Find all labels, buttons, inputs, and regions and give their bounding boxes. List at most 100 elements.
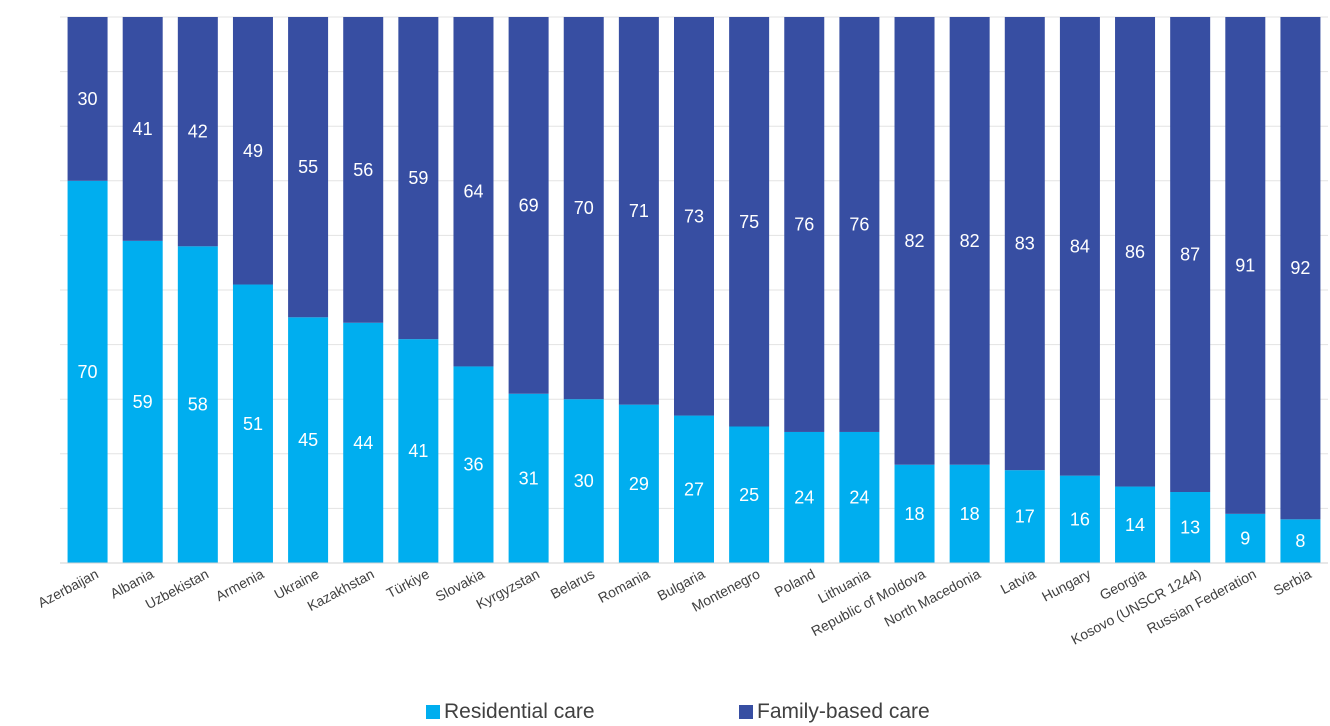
bar-family-slovakia (453, 17, 494, 367)
data-label-residential-armenia: 51 (243, 414, 263, 434)
bar-family-turkiye (398, 17, 439, 340)
bar-family-belarus (563, 17, 604, 400)
data-label-family-slovakia: 64 (463, 182, 483, 202)
bar-family-serbia (1280, 17, 1321, 520)
bar-family-armenia (232, 17, 273, 285)
bar-family-albania (122, 17, 163, 241)
data-label-residential-kyrgyzstan: 31 (519, 468, 539, 488)
data-label-family-kazakhstan: 56 (353, 160, 373, 180)
data-label-residential-serbia: 8 (1295, 531, 1305, 551)
bar-residential-uzbekistan (177, 246, 218, 563)
data-label-residential-north-macedonia: 18 (960, 504, 980, 524)
bar-residential-azerbaijan (67, 180, 108, 564)
bar-residential-latvia (1004, 470, 1045, 563)
bar-residential-kosovo-unscr-1244 (1170, 492, 1211, 563)
data-label-family-belarus: 70 (574, 198, 594, 218)
bar-residential-north-macedonia (949, 464, 990, 563)
bar-family-hungary (1059, 17, 1100, 476)
data-label-family-lithuania: 76 (849, 214, 869, 234)
chart-plot: 7030Azerbaijan5941Albania5842Uzbekistan5… (35, 16, 1328, 648)
x-tick-label-uzbekistan: Uzbekistan (143, 566, 212, 613)
bar-family-romania (618, 17, 659, 405)
x-tick-label-poland: Poland (772, 566, 818, 601)
bar-residential-ukraine (288, 317, 329, 563)
x-tick-label-latvia: Latvia (998, 565, 1039, 597)
bar-family-azerbaijan (67, 17, 108, 181)
data-label-family-poland: 76 (794, 214, 814, 234)
data-label-residential-turkiye: 41 (408, 441, 428, 461)
data-label-residential-republic-of-moldova: 18 (905, 504, 925, 524)
bar-residential-lithuania (839, 431, 880, 563)
x-tick-label-hungary: Hungary (1039, 566, 1093, 605)
x-tick-label-turkiye: Türkiye (384, 565, 432, 601)
data-label-residential-kosovo-unscr-1244: 13 (1180, 518, 1200, 538)
bar-residential-armenia (232, 284, 273, 563)
data-label-family-republic-of-moldova: 82 (905, 231, 925, 251)
data-label-family-latvia: 83 (1015, 234, 1035, 254)
x-tick-label-armenia: Armenia (213, 565, 267, 604)
data-label-residential-russian-federation: 9 (1240, 528, 1250, 548)
bar-residential-republic-of-moldova (894, 464, 935, 563)
data-label-family-turkiye: 59 (408, 168, 428, 188)
data-label-residential-poland: 24 (794, 487, 814, 507)
bar-residential-romania (618, 404, 659, 563)
data-label-family-serbia: 92 (1290, 258, 1310, 278)
bar-residential-kazakhstan (343, 322, 384, 563)
x-tick-label-north-macedonia: North Macedonia (881, 565, 983, 629)
bar-residential-poland (784, 431, 825, 563)
bar-residential-hungary (1059, 475, 1100, 563)
bar-family-kyrgyzstan (508, 17, 549, 394)
legend-item-residential-care: Residential care (426, 700, 595, 724)
x-tick-label-kyrgyzstan: Kyrgyzstan (473, 566, 542, 613)
data-label-family-uzbekistan: 42 (188, 122, 208, 142)
legend-label-family-based-care: Family-based care (757, 700, 930, 723)
data-label-family-ukraine: 55 (298, 157, 318, 177)
bar-residential-turkiye (398, 339, 439, 563)
bar-residential-russian-federation (1225, 513, 1266, 563)
x-tick-label-azerbaijan: Azerbaijan (35, 566, 101, 611)
data-label-family-bulgaria: 73 (684, 206, 704, 226)
legend: Residential care Family-based care (0, 700, 1330, 726)
bar-residential-georgia (1115, 486, 1156, 563)
legend-item-family-based-care: Family-based care (739, 700, 930, 724)
data-label-residential-kazakhstan: 44 (353, 433, 373, 453)
bar-family-kosovo-unscr-1244 (1170, 17, 1211, 493)
bar-family-ukraine (288, 17, 329, 318)
bar-residential-slovakia (453, 366, 494, 563)
data-label-family-kosovo-unscr-1244: 87 (1180, 245, 1200, 265)
data-label-family-georgia: 86 (1125, 242, 1145, 262)
bar-family-lithuania (839, 17, 880, 432)
bar-family-bulgaria (674, 17, 714, 416)
bar-residential-bulgaria (674, 415, 714, 563)
bar-family-kazakhstan (343, 17, 384, 323)
bar-family-georgia (1115, 17, 1156, 487)
bar-family-uzbekistan (177, 17, 218, 247)
data-label-family-armenia: 49 (243, 141, 263, 161)
data-label-residential-azerbaijan: 70 (78, 362, 98, 382)
legend-swatch-family-based-care (739, 705, 753, 719)
legend-label-residential-care: Residential care (444, 700, 595, 723)
data-label-family-azerbaijan: 30 (78, 89, 98, 109)
x-tick-label-romania: Romania (595, 565, 652, 606)
data-label-family-albania: 41 (133, 119, 153, 139)
data-label-residential-slovakia: 36 (463, 455, 483, 475)
data-label-residential-romania: 29 (629, 474, 649, 494)
data-label-residential-georgia: 14 (1125, 515, 1145, 535)
data-label-family-kyrgyzstan: 69 (519, 195, 539, 215)
bar-family-poland (784, 17, 825, 432)
data-label-residential-albania: 59 (133, 392, 153, 412)
data-label-residential-montenegro: 25 (739, 485, 759, 505)
bar-family-republic-of-moldova (894, 17, 935, 465)
bar-family-latvia (1004, 17, 1045, 471)
data-label-family-montenegro: 75 (739, 212, 759, 232)
x-tick-label-belarus: Belarus (548, 566, 597, 602)
bar-residential-belarus (563, 399, 604, 563)
data-label-family-russian-federation: 91 (1235, 255, 1255, 275)
bar-residential-montenegro (729, 426, 770, 563)
data-label-family-romania: 71 (629, 201, 649, 221)
bar-residential-kyrgyzstan (508, 393, 549, 563)
bar-family-russian-federation (1225, 17, 1266, 514)
data-label-residential-uzbekistan: 58 (188, 395, 208, 415)
data-label-residential-bulgaria: 27 (684, 479, 704, 499)
